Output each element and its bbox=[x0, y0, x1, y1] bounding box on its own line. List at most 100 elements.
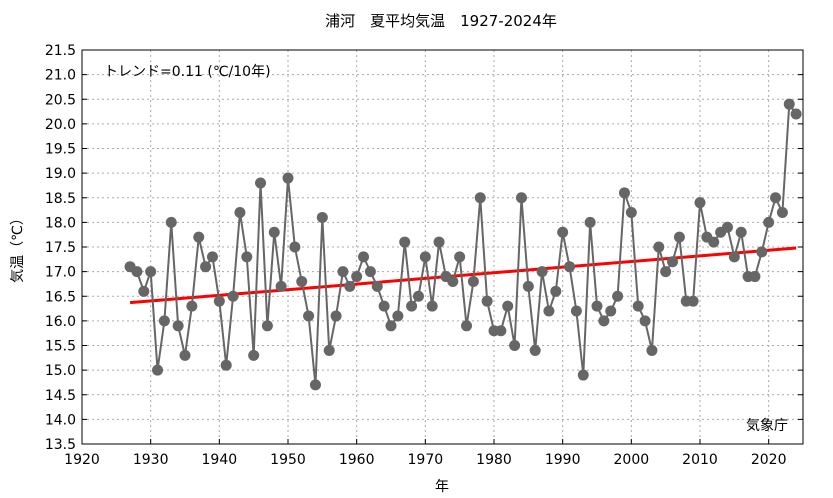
data-point bbox=[605, 305, 617, 317]
data-point bbox=[536, 266, 548, 278]
data-point bbox=[213, 295, 225, 307]
x-tick-label: 1920 bbox=[64, 452, 100, 468]
data-point bbox=[337, 266, 349, 278]
data-point bbox=[625, 207, 637, 219]
data-point bbox=[577, 369, 589, 381]
x-tick-label: 1930 bbox=[133, 452, 169, 468]
data-point bbox=[433, 236, 445, 248]
data-point bbox=[426, 300, 438, 312]
y-tick-label: 17.0 bbox=[45, 265, 76, 281]
data-point bbox=[227, 290, 239, 302]
x-tick-label: 1950 bbox=[270, 452, 306, 468]
data-point bbox=[728, 251, 740, 263]
y-tick-label: 18.5 bbox=[45, 191, 76, 207]
data-point bbox=[763, 216, 775, 228]
data-point bbox=[364, 266, 376, 278]
data-point bbox=[172, 320, 184, 332]
data-point bbox=[152, 364, 164, 376]
x-tick-label: 1970 bbox=[408, 452, 444, 468]
y-axis-label: 気温（℃） bbox=[10, 211, 26, 283]
data-point bbox=[145, 266, 157, 278]
data-point bbox=[200, 261, 212, 273]
y-tick-label: 19.5 bbox=[45, 142, 76, 158]
data-point bbox=[673, 231, 685, 243]
data-point bbox=[543, 305, 555, 317]
data-point bbox=[461, 320, 473, 332]
y-tick-label: 17.5 bbox=[45, 240, 76, 256]
x-tick-label: 2020 bbox=[751, 452, 787, 468]
data-point bbox=[275, 280, 287, 292]
y-tick-label: 15.5 bbox=[45, 339, 76, 355]
data-point bbox=[515, 192, 527, 204]
data-point bbox=[646, 344, 658, 356]
data-point bbox=[783, 98, 795, 110]
data-point bbox=[234, 207, 246, 219]
data-point bbox=[303, 310, 315, 322]
y-tick-label: 21.5 bbox=[45, 43, 76, 59]
x-axis-label: 年 bbox=[435, 479, 449, 495]
data-point bbox=[309, 379, 321, 391]
data-point bbox=[399, 236, 411, 248]
data-point bbox=[358, 251, 370, 263]
plot-frame bbox=[81, 49, 804, 445]
y-tick-label: 16.0 bbox=[45, 314, 76, 330]
data-point bbox=[660, 266, 672, 278]
x-tick-label: 1960 bbox=[339, 452, 375, 468]
data-point bbox=[529, 344, 541, 356]
series-line bbox=[129, 101, 797, 385]
data-point bbox=[412, 290, 424, 302]
data-point bbox=[378, 300, 390, 312]
data-point bbox=[371, 280, 383, 292]
data-point bbox=[186, 300, 198, 312]
x-tick-label: 1980 bbox=[476, 452, 512, 468]
data-point bbox=[776, 207, 788, 219]
grid bbox=[81, 49, 803, 445]
y-tick-label: 14.0 bbox=[45, 412, 76, 428]
data-point bbox=[467, 275, 479, 287]
data-point bbox=[406, 300, 418, 312]
data-point bbox=[248, 349, 260, 361]
data-point bbox=[179, 349, 191, 361]
data-point bbox=[158, 315, 170, 327]
y-tick-label: 16.5 bbox=[45, 289, 76, 305]
y-tick-label: 21.0 bbox=[45, 68, 76, 84]
data-point bbox=[296, 275, 308, 287]
y-tick-label: 14.5 bbox=[45, 388, 76, 404]
data-point bbox=[694, 197, 706, 209]
y-tick-label: 20.5 bbox=[45, 92, 76, 108]
y-tick-labels: 13.5 14.0 14.5 15.0 15.5 16.0 16.5 17.0 17.5 18.0… bbox=[45, 43, 76, 453]
x-tick-label: 2000 bbox=[614, 452, 650, 468]
x-tick-label: 1940 bbox=[202, 452, 238, 468]
data-point bbox=[447, 275, 459, 287]
data-point bbox=[749, 271, 761, 283]
data-point bbox=[268, 226, 280, 238]
data-point bbox=[220, 359, 232, 371]
data-point bbox=[708, 236, 720, 248]
data-point bbox=[255, 177, 267, 189]
data-point bbox=[550, 285, 562, 297]
x-tick-label: 2010 bbox=[682, 452, 718, 468]
data-point bbox=[241, 251, 253, 263]
data-point bbox=[282, 172, 294, 184]
data-point bbox=[653, 241, 665, 253]
y-tick-label: 18.0 bbox=[45, 215, 76, 231]
data-point bbox=[522, 280, 534, 292]
data-point bbox=[330, 310, 342, 322]
data-point bbox=[598, 315, 610, 327]
data-points bbox=[124, 98, 802, 391]
data-point bbox=[570, 305, 582, 317]
data-point bbox=[481, 295, 493, 307]
data-point bbox=[584, 216, 596, 228]
data-point bbox=[564, 261, 576, 273]
data-point bbox=[721, 221, 733, 233]
source-label: 気象庁 bbox=[746, 418, 788, 434]
data-point bbox=[351, 271, 363, 283]
trend-line bbox=[129, 246, 797, 305]
x-tick-labels: 1920 1930 1940 1950 1960 1970 1980 1990 2000 2010… bbox=[64, 452, 786, 468]
y-tick-label: 13.5 bbox=[45, 437, 76, 453]
data-point bbox=[632, 300, 644, 312]
data-point bbox=[509, 340, 521, 351]
trend-label: トレンド=0.11 (℃/10年) bbox=[104, 64, 271, 80]
data-point bbox=[385, 320, 397, 332]
